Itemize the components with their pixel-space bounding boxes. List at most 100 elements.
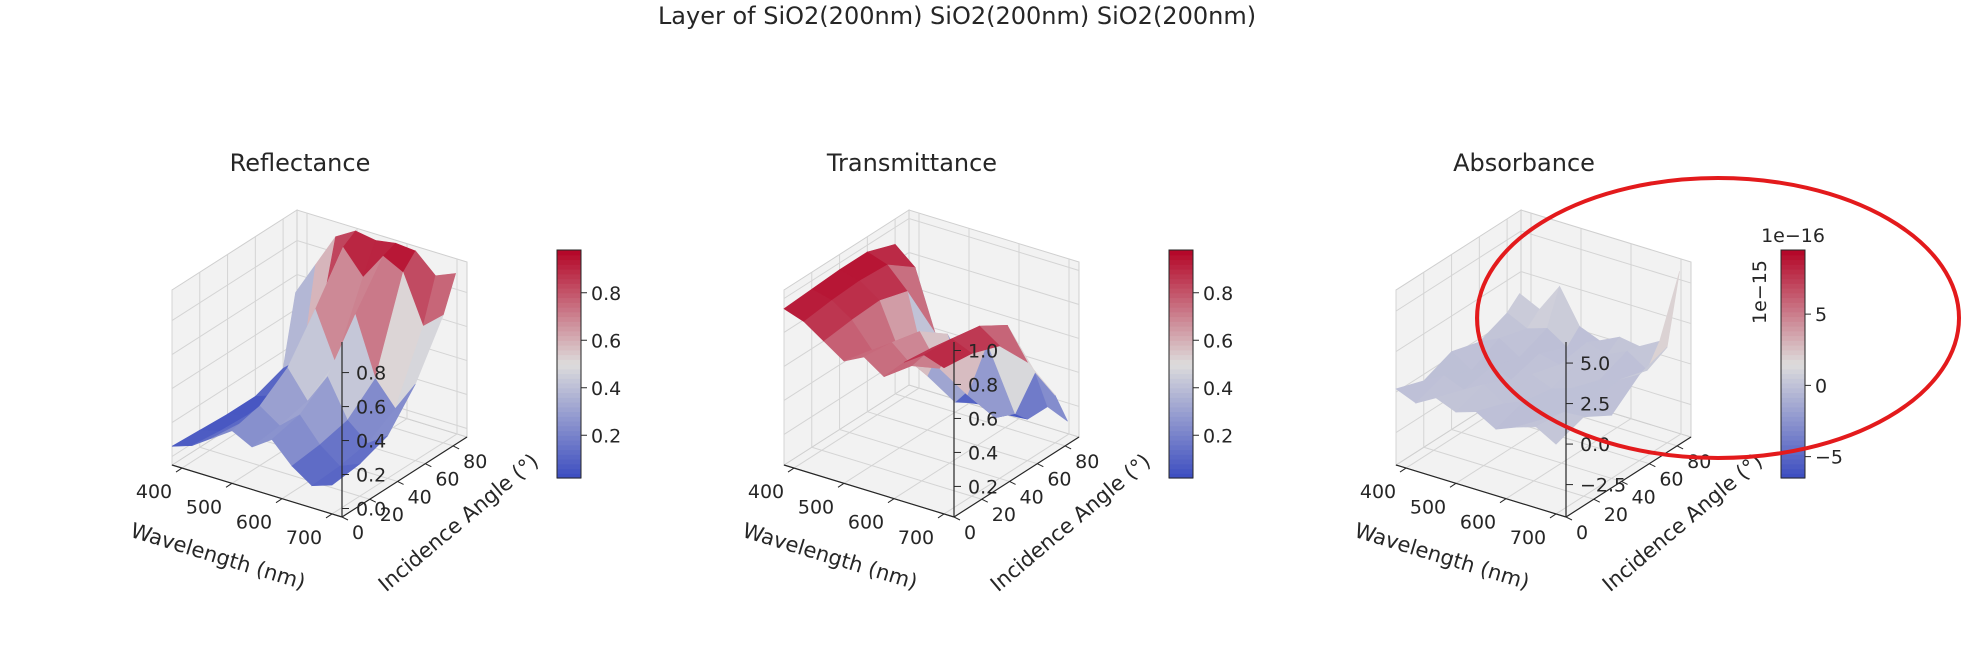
x-tick-mark (837, 482, 845, 488)
colorbar-segment (1781, 425, 1805, 432)
x-axis-label: Wavelength (nm) (1352, 518, 1532, 594)
grid-line (1555, 258, 1682, 515)
y-tick-mark (981, 498, 989, 503)
colorbar-tick-label: 0.4 (591, 378, 621, 400)
z-tick-label: −2.5 (1580, 475, 1626, 497)
colorbar-segment (1169, 359, 1193, 365)
x-tick-label: 600 (1460, 512, 1496, 534)
x-tick-mark (225, 482, 233, 488)
colorbar-segment (557, 468, 581, 474)
colorbar-segment (1169, 430, 1193, 436)
surface-patch (311, 463, 361, 487)
y-tick-mark (1064, 445, 1072, 450)
colorbar-segment (1781, 254, 1805, 261)
grid-line (893, 243, 1020, 500)
colorbar-segment (1169, 345, 1193, 351)
colorbar-segment (557, 264, 581, 270)
colorbar-frame (556, 249, 582, 479)
x-tick-label: 600 (848, 512, 884, 534)
z-tick-label: 5.0 (1580, 353, 1610, 375)
grid-line (331, 258, 458, 515)
colorbar-segment (1781, 430, 1805, 436)
colorbar-segment (1169, 326, 1193, 332)
colorbar-segment (1169, 340, 1193, 346)
colorbar-segment (1169, 311, 1193, 318)
y-tick-label: 80 (1075, 451, 1099, 473)
z-tick-label: 0.6 (968, 408, 998, 430)
y-tick-mark (425, 463, 432, 468)
colorbar-segment (1781, 411, 1805, 417)
colorbar-tick-label: 0.6 (591, 330, 621, 352)
colorbar-segment (557, 416, 581, 422)
colorbar-segment (1781, 421, 1805, 427)
colorbar-segment (1169, 397, 1193, 403)
colorbar-segment (1169, 278, 1193, 284)
colorbar-segment (1781, 302, 1805, 308)
y-tick-mark (1593, 498, 1601, 503)
y-tick-mark (1649, 463, 1656, 468)
colorbar-segment (1781, 335, 1805, 341)
colorbar-segment (1781, 264, 1805, 270)
colorbar-segment (1169, 335, 1193, 341)
colorbar-segment (557, 359, 581, 365)
grid-line (1423, 272, 1594, 500)
colorbar-segment (1169, 435, 1193, 441)
y-tick-mark (1676, 445, 1684, 450)
x-tick-mark (1499, 498, 1507, 504)
colorbar-segment (1781, 378, 1805, 384)
colorbar-segment (1169, 273, 1193, 280)
colorbar-frame (1780, 249, 1806, 479)
colorbar-segment (557, 292, 581, 299)
colorbar-segment (1781, 250, 1805, 256)
colorbar-segment (1781, 259, 1805, 265)
z-offset-label: 1e−15 (1749, 260, 1771, 324)
z-tick-label: 0.2 (356, 465, 386, 487)
colorbar-tick-label: 0.2 (1203, 425, 1233, 447)
colorbar-segment (557, 269, 581, 275)
colorbar-segment (1781, 311, 1805, 318)
colorbar-segment (1781, 326, 1805, 332)
colorbar-segment (557, 302, 581, 308)
colorbar-segment (1169, 378, 1193, 384)
colorbar-segment (1781, 397, 1805, 403)
colorbar-segment (557, 368, 581, 375)
colorbar-segment (557, 463, 581, 470)
colorbar-segment (557, 250, 581, 256)
colorbar-segment (557, 406, 581, 413)
grid-line (811, 272, 982, 500)
absorbance-title: Absorbance (1453, 149, 1595, 177)
x-tick-mark (1549, 513, 1557, 519)
colorbar-segment (1169, 302, 1193, 308)
colorbar-tick-label: 0.8 (591, 283, 621, 305)
colorbar-segment (557, 345, 581, 351)
colorbar-segment (1781, 473, 1805, 479)
y-tick-mark (341, 516, 349, 521)
colorbar-frame (1168, 249, 1194, 479)
surface-patch (1535, 411, 1585, 445)
reflectance-colorbar: 0.2 0.4 0.6 0.8 (556, 249, 621, 479)
colorbar-segment (1781, 373, 1805, 379)
colorbar-offset-label: 1e−16 (1761, 225, 1825, 247)
grid-line (1395, 230, 1692, 312)
transmittance-colorbar: 0.2 0.4 0.6 0.8 (1168, 249, 1233, 479)
z-tick-label: 0.6 (356, 397, 386, 419)
colorbar-segment (1169, 373, 1193, 379)
colorbar-segment (1169, 459, 1193, 465)
colorbar-segment (1781, 278, 1805, 284)
z-tick-label: 2.5 (1580, 394, 1610, 416)
colorbar-segment (557, 425, 581, 432)
colorbar-segment (557, 340, 581, 346)
x-tick-label: 700 (1510, 527, 1546, 549)
y-tick-mark (452, 445, 460, 450)
colorbar-segment (557, 283, 581, 289)
colorbar-tick-label: −5 (1815, 447, 1843, 469)
y-axis-line (953, 436, 1080, 518)
x-tick-mark (887, 498, 895, 504)
absorbance-colorbar: −5 0 5 1e−16 (1761, 225, 1843, 479)
colorbar-segment (557, 440, 581, 446)
colorbar-segment (1781, 359, 1805, 365)
colorbar-segment (1169, 421, 1193, 427)
